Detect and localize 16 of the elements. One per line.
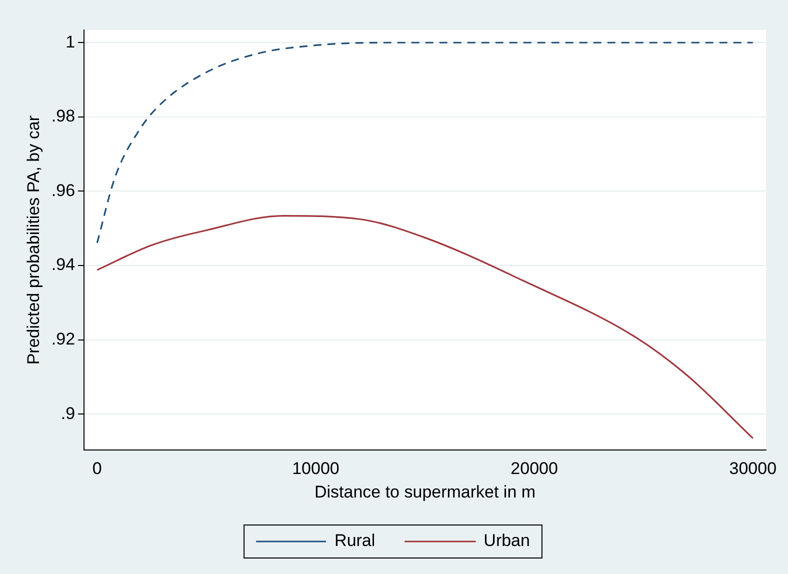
x-tick-label: 10000 — [292, 459, 340, 478]
y-tick-label: .9 — [60, 404, 76, 423]
x-tick-label: 20000 — [510, 459, 558, 478]
legend-label: Urban — [484, 531, 530, 550]
x-tick-label: 0 — [92, 459, 102, 478]
y-axis-title: Predicted probabilities PA, by car — [24, 115, 43, 365]
y-tick-label: .96 — [51, 180, 76, 200]
line-series — [96, 214, 754, 440]
y-tick-label: 1 — [66, 32, 76, 52]
y-tick-label: .92 — [51, 330, 76, 349]
legend-label: Rural — [334, 531, 376, 550]
line-series — [96, 42, 754, 244]
x-tick-label: 30000 — [729, 459, 777, 478]
y-tick-label: .98 — [51, 106, 76, 126]
x-axis-title: Distance to supermarket in m — [314, 482, 536, 502]
y-tick-label: .94 — [51, 255, 76, 274]
